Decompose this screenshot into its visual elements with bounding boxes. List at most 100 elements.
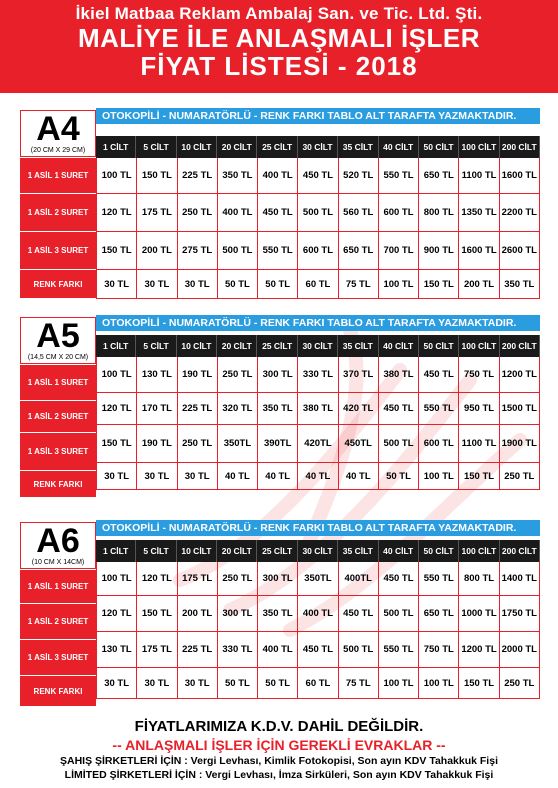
price-cell: 2000 TL (499, 632, 540, 668)
price-cell: 450 TL (378, 562, 420, 596)
limited-company-docs: LİMİTED ŞİRKETLERİ İÇİN : Vergi Levhası,… (64, 769, 494, 781)
price-cell: 50 TL (258, 668, 299, 699)
column-header: 5 CİLT (136, 540, 177, 562)
price-cell: 120 TL (96, 194, 138, 232)
price-cell: 750 TL (459, 357, 500, 393)
price-cell: 30 TL (96, 270, 138, 299)
price-cell: 320 TL (217, 393, 259, 425)
column-header: 25 CİLT (257, 540, 298, 562)
price-cell: 400 TL (258, 632, 299, 668)
price-cell: 200 TL (459, 270, 500, 299)
price-cell: 40 TL (338, 463, 379, 490)
row-labels: A5 (14,5 CM X 20 CM) 1 ASİL 1 SURET 1 AS… (20, 315, 96, 498)
sole-proprietor-docs: ŞAHIŞ ŞİRKETLERİ İÇİN : Vergi Levhası, K… (60, 755, 498, 767)
price-cell: 380 TL (378, 357, 420, 393)
price-cell: 400 TL (298, 596, 339, 632)
price-cell: 1000 TL (459, 596, 500, 632)
table-row: 30 TL 30 TL 30 TL 50 TL 50 TL 60 TL 75 TL 100 T… (96, 668, 540, 699)
price-cell: 650 TL (419, 596, 460, 632)
price-cell: 190 TL (137, 425, 178, 463)
row-label: 1 ASİL 1 SURET (20, 570, 96, 604)
price-cell: 50 TL (378, 463, 420, 490)
price-cell: 130 TL (137, 357, 178, 393)
price-cell: 100 TL (419, 668, 460, 699)
price-cell: 350 TL (499, 270, 540, 299)
price-cell: 150 TL (96, 232, 138, 270)
price-cell: 450 TL (378, 393, 420, 425)
price-cell: 30 TL (177, 270, 218, 299)
price-cell: 225 TL (177, 158, 218, 194)
price-cell: 1600 TL (499, 158, 540, 194)
column-header: 100 CİLT (459, 540, 500, 562)
price-cell: 450 TL (298, 158, 339, 194)
price-cell: 50 TL (258, 270, 299, 299)
price-cell: 500 TL (338, 632, 379, 668)
price-cell: 450 TL (419, 357, 460, 393)
price-cell: 100 TL (96, 357, 138, 393)
column-header: 30 CİLT (298, 136, 339, 158)
column-header: 50 CİLT (419, 540, 460, 562)
price-cell: 1600 TL (459, 232, 500, 270)
price-cell: 450 TL (258, 194, 299, 232)
price-cell: 50 TL (217, 270, 259, 299)
price-cell: 1350 TL (459, 194, 500, 232)
column-header: 100 CİLT (459, 136, 500, 158)
column-header: 200 CİLT (500, 335, 540, 357)
table-row: 30 TL 30 TL 30 TL 40 TL 40 TL 40 TL 40 TL 50 TL… (96, 463, 540, 490)
price-cell: 150 TL (459, 668, 500, 699)
price-cell: 420 TL (338, 393, 379, 425)
price-cell: 400TL (338, 562, 379, 596)
price-cell: 450 TL (298, 632, 339, 668)
table-row: 150 TL 190 TL 250 TL 350TL 390TL 420TL 450TL 50… (96, 425, 540, 463)
price-cell: 600 TL (419, 425, 460, 463)
price-cell: 30 TL (137, 270, 178, 299)
price-cell: 30 TL (137, 668, 178, 699)
column-header: 30 CİLT (298, 335, 339, 357)
row-label: 1 ASİL 2 SURET (20, 401, 96, 433)
column-header: 20 CİLT (217, 540, 258, 562)
price-cell: 250 TL (217, 357, 259, 393)
price-cell: 400 TL (258, 158, 299, 194)
price-cell: 420TL (298, 425, 339, 463)
required-docs-title: -- ANLAŞMALI İŞLER İÇİN GEREKLİ EVRAKLAR… (112, 737, 446, 753)
table-row: 120 TL 150 TL 200 TL 300 TL 350 TL 400 TL 450 … (96, 596, 540, 632)
column-header: 1 CİLT (96, 136, 137, 158)
price-cell: 50 TL (217, 668, 259, 699)
price-cell: 450 TL (338, 596, 379, 632)
paper-dimensions: (10 CM X 14CM) (31, 559, 85, 566)
row-label: 1 ASİL 1 SURET (20, 365, 96, 401)
page-header: İkiel Matbaa Reklam Ambalaj San. ve Tic.… (0, 0, 558, 93)
price-cell: 150 TL (96, 425, 138, 463)
row-label: RENK FARKI (20, 471, 96, 498)
price-cell: 75 TL (338, 270, 379, 299)
price-cell: 175 TL (137, 632, 178, 668)
table-row: 100 TL 150 TL 225 TL 350 TL 400 TL 450 TL 520 … (96, 158, 540, 194)
price-cell: 450TL (338, 425, 379, 463)
price-cell: 250 TL (217, 562, 259, 596)
price-table: OTOKOPİLİ - NUMARATÖRLÜ - RENK FARKI TAB… (96, 520, 540, 699)
price-cell: 560 TL (338, 194, 379, 232)
page-footer: FİYATLARIMIZA K.D.V. DAHİL DEĞİLDİR. -- … (0, 718, 558, 782)
table-row: 100 TL 120 TL 175 TL 250 TL 300 TL 350TL 400TL… (96, 562, 540, 596)
price-cell: 650 TL (419, 158, 460, 194)
row-labels: A4 (20 CM X 29 CM) 1 ASİL 1 SURET 1 ASİL… (20, 108, 96, 299)
price-cell: 170 TL (137, 393, 178, 425)
price-cell: 250 TL (499, 463, 540, 490)
price-cell: 250 TL (177, 425, 218, 463)
price-cell: 550 TL (378, 158, 420, 194)
column-header: 10 CİLT (177, 335, 218, 357)
column-header: 20 CİLT (217, 136, 258, 158)
price-cell: 200 TL (177, 596, 218, 632)
table-row: 130 TL 175 TL 225 TL 330 TL 400 TL 450 TL 500 … (96, 632, 540, 668)
info-banner: OTOKOPİLİ - NUMARATÖRLÜ - RENK FARKI TAB… (96, 520, 540, 536)
price-table: OTOKOPİLİ - NUMARATÖRLÜ - RENK FARKI TAB… (96, 315, 540, 490)
price-cell: 120 TL (96, 393, 138, 425)
price-cell: 350 TL (258, 393, 299, 425)
price-cell: 1900 TL (499, 425, 540, 463)
column-header: 20 CİLT (217, 335, 258, 357)
price-cell: 275 TL (177, 232, 218, 270)
column-header: 200 CİLT (500, 136, 540, 158)
row-label: 1 ASİL 1 SURET (20, 158, 96, 194)
price-cell: 550 TL (258, 232, 299, 270)
price-cell: 190 TL (177, 357, 218, 393)
